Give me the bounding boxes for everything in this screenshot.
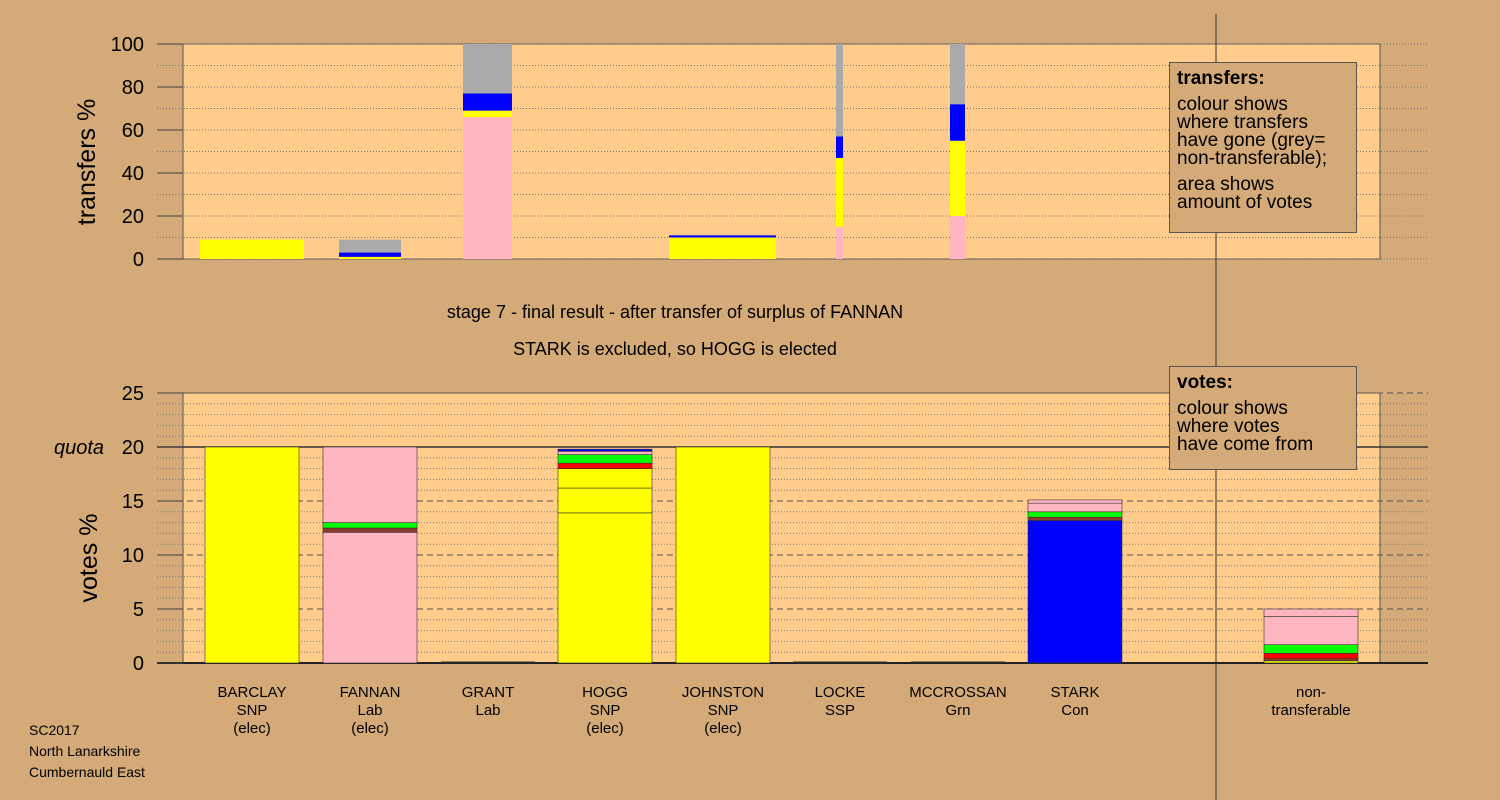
stage-description: stage 7 - final result - after transfer … [446, 302, 904, 322]
votes-tick-label: 5 [133, 599, 144, 621]
transfers-axis-title: transfers % [73, 99, 101, 225]
transfers-legend-line: non-transferable); [1177, 148, 1327, 169]
transfers-legend: transfers: colour shows where transfers … [1169, 62, 1357, 233]
votes-legend-line: where votes [1177, 416, 1280, 437]
votes-bar-segment [557, 512, 653, 664]
votes-bar-segment [557, 451, 653, 455]
votes-bar-segment [557, 468, 653, 489]
votes-bar-segment [322, 522, 418, 529]
candidate-name-label: FANNAN [340, 684, 401, 701]
transfers-bar-segment [463, 93, 512, 111]
transfers-tick-label: 40 [122, 163, 144, 185]
transfers-bar-segment [836, 136, 843, 158]
transfers-bar-segment [836, 44, 843, 137]
transfers-bar-segment [950, 44, 965, 105]
candidate-status-label: (elec) [233, 720, 271, 737]
transfers-bar-segment [950, 216, 965, 259]
votes-bar-segment [1027, 502, 1123, 513]
transfers-tick-label: 20 [122, 206, 144, 228]
votes-tick-label: 20 [122, 437, 144, 459]
votes-bar-segment [557, 462, 653, 469]
footer-council: North Lanarkshire [29, 743, 141, 759]
votes-bar-segment [675, 446, 771, 664]
candidate-party-label: Grn [945, 702, 970, 719]
candidate-party-label: Lab [475, 702, 500, 719]
votes-bar-segment [557, 487, 653, 514]
candidate-status-label: (elec) [351, 720, 389, 737]
votes-legend-title: votes: [1177, 372, 1233, 393]
transfers-bar-segment [463, 117, 512, 259]
transfers-tick-label: 80 [122, 77, 144, 99]
transfers-tick-label: 0 [133, 249, 144, 271]
candidate-name-label: LOCKE [815, 684, 866, 701]
transfers-legend-line: amount of votes [1177, 192, 1313, 213]
transfers-bar-segment [669, 235, 776, 238]
transfers-bar-segment [463, 44, 512, 94]
footer-election: SC2017 [29, 722, 80, 738]
candidate-party-label: SNP [708, 702, 739, 719]
votes-bar-segment [1263, 608, 1359, 617]
votes-axis-title: votes % [75, 514, 103, 603]
candidate-party-label: Con [1061, 702, 1089, 719]
candidate-status-label: (elec) [704, 720, 742, 737]
candidate-status-label: (elec) [586, 720, 624, 737]
votes-tick-label: 15 [122, 491, 144, 513]
transfers-legend-line: area shows [1177, 174, 1275, 195]
quota-label: quota [54, 437, 104, 459]
transfers-bar-segment [950, 140, 965, 216]
candidate-party-label: Lab [357, 702, 382, 719]
votes-bar-segment [1027, 516, 1123, 521]
transfers-bar-segment [669, 237, 776, 259]
votes-tick-label: 0 [133, 653, 144, 675]
votes-legend: votes: colour shows where votes have com… [1169, 366, 1357, 470]
votes-legend-line: colour shows [1177, 398, 1288, 419]
transfers-bar-segment [339, 252, 401, 257]
votes-bar-segment [322, 532, 418, 664]
transfers-bar-segment [950, 104, 965, 141]
candidate-name-label: STARK [1051, 684, 1100, 701]
transfers-legend-title: transfers: [1177, 68, 1265, 89]
transfers-legend-line: have gone (grey= [1177, 130, 1326, 151]
candidate-name-label: GRANT [462, 684, 515, 701]
transfers-legend-line: where transfers [1177, 112, 1308, 133]
votes-bar-segment [322, 446, 418, 523]
footer-ward: Cumbernauld East [29, 764, 145, 780]
candidate-party-label: SSP [825, 702, 855, 719]
votes-bar-segment [1263, 616, 1359, 645]
votes-bar-segment [1263, 644, 1359, 654]
votes-bar-segment [1263, 660, 1359, 664]
transfers-bar-segment [339, 239, 401, 253]
candidate-name-label: BARCLAY [218, 684, 287, 701]
candidate-name-label: HOGG [582, 684, 628, 701]
result-description: STARK is excluded, so HOGG is elected [513, 339, 837, 359]
votes-bar-segment [1027, 520, 1123, 664]
candidate-party-label: transferable [1271, 702, 1350, 719]
transfers-tick-label: 100 [111, 34, 144, 56]
candidate-party-label: SNP [590, 702, 621, 719]
transfers-tick-label: 60 [122, 120, 144, 142]
votes-tick-label: 25 [122, 383, 144, 405]
transfers-bar-segment [200, 239, 304, 259]
votes-bar-segment [557, 454, 653, 464]
votes-bar-segment [1027, 511, 1123, 518]
candidate-name-label: MCCROSSAN [909, 684, 1007, 701]
votes-bar-segment [1027, 499, 1123, 504]
transfers-bar-segment [339, 256, 401, 259]
votes-bar-segment [204, 446, 300, 664]
transfers-bar-segment [836, 157, 843, 227]
votes-bar-segment [1263, 652, 1359, 659]
votes-bar-segment [1263, 658, 1359, 662]
transfers-bar-segment [463, 110, 512, 118]
votes-tick-label: 10 [122, 545, 144, 567]
candidate-name-label: non- [1296, 684, 1326, 701]
footer-info: SC2017 North Lanarkshire Cumbernauld Eas… [29, 720, 145, 783]
votes-bar-segment [322, 527, 418, 533]
candidate-name-label: JOHNSTON [682, 684, 764, 701]
transfers-bar-segment [836, 226, 843, 259]
transfers-legend-line: colour shows [1177, 94, 1288, 115]
votes-legend-line: have come from [1177, 434, 1314, 455]
votes-bar-segment [557, 448, 653, 452]
candidate-party-label: SNP [237, 702, 268, 719]
